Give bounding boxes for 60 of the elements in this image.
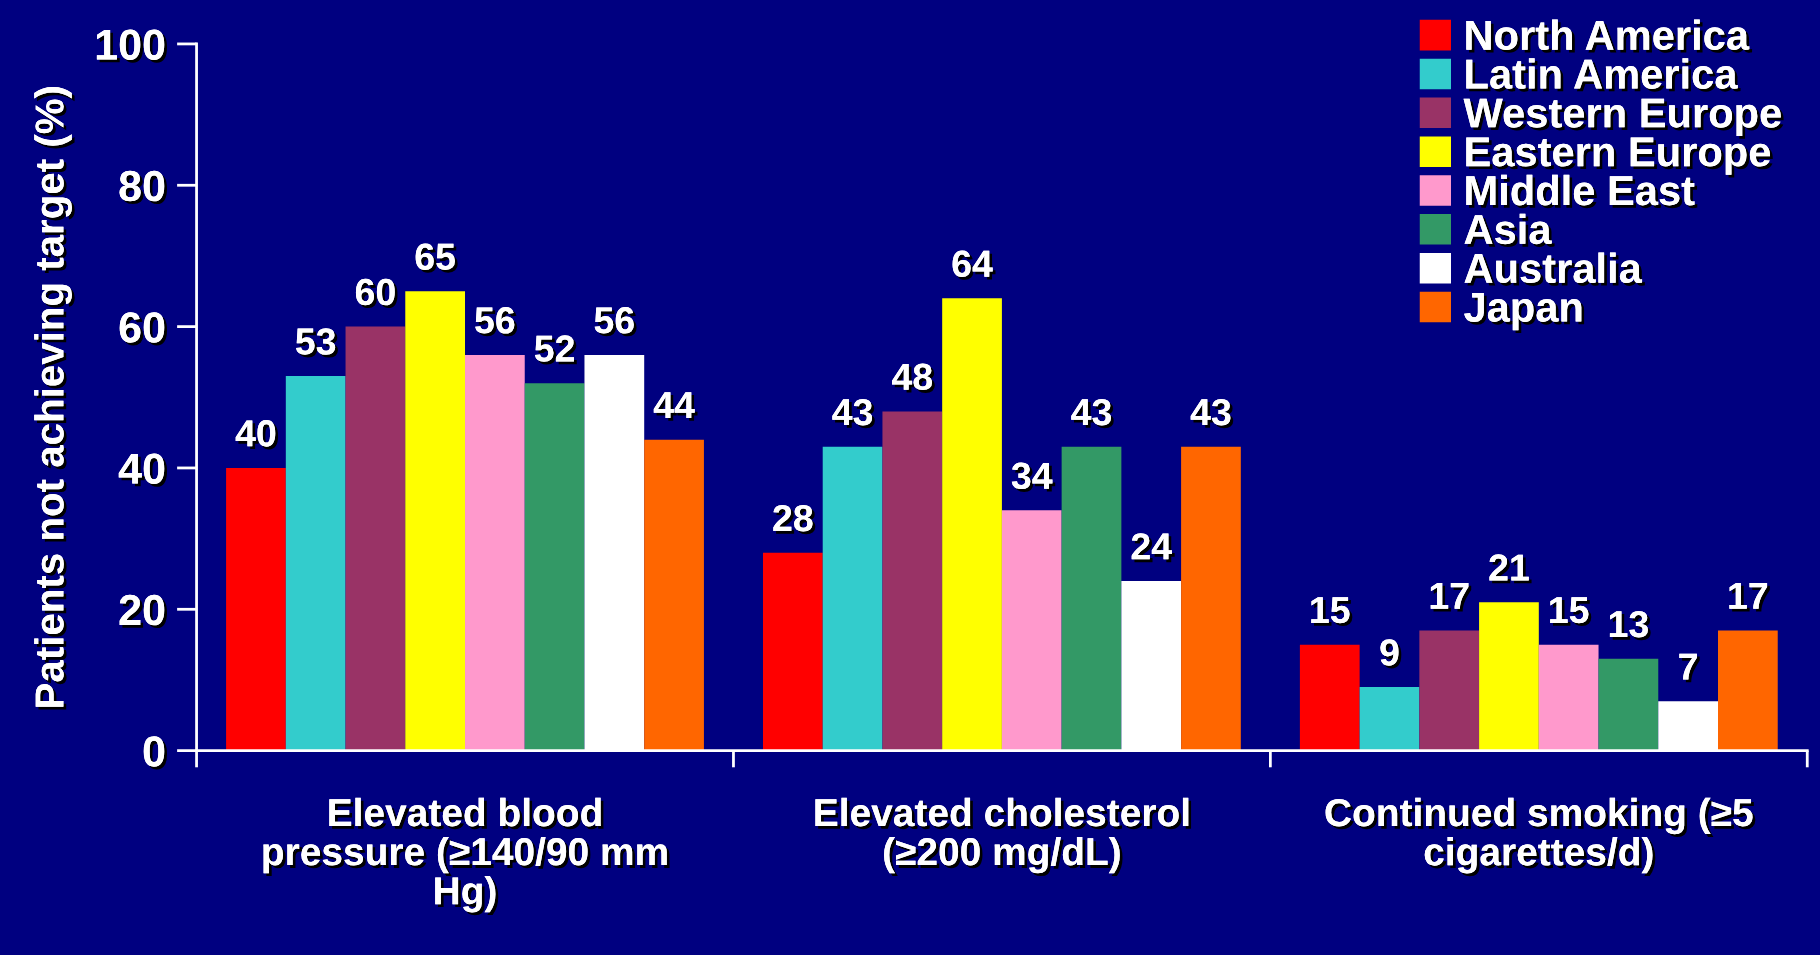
y-tick-label: 40 xyxy=(118,453,168,487)
y-axis-title: Patients not achieving target (%) xyxy=(34,87,75,710)
data-label: 44 xyxy=(653,392,698,421)
bar xyxy=(1419,630,1480,751)
data-label: 15 xyxy=(1311,597,1353,627)
data-label: 28 xyxy=(773,504,816,535)
data-label: 43 xyxy=(1071,398,1114,429)
bar xyxy=(465,354,525,751)
data-label: 24 xyxy=(1131,533,1175,563)
legend-label: Asia xyxy=(1464,213,1555,248)
bar xyxy=(942,298,1002,751)
bar xyxy=(1299,644,1360,751)
data-label: 17 xyxy=(1430,583,1472,612)
data-label: 21 xyxy=(1489,554,1532,584)
data-label: 60 xyxy=(355,278,398,309)
data-label: 56 xyxy=(475,307,518,337)
data-label: 15 xyxy=(1550,597,1592,627)
data-label: 7 xyxy=(1679,653,1700,683)
data-label: 48 xyxy=(892,363,935,393)
legend-label: Latin America xyxy=(1466,58,1741,92)
y-tick-label: 100 xyxy=(96,29,168,63)
legend-label: Australia xyxy=(1464,252,1645,286)
x-tick-label: Elevated cholesterol (≥200 mg/dL) xyxy=(815,797,1192,877)
y-tick-label: 0 xyxy=(143,736,168,770)
legend-label: North America xyxy=(1466,19,1753,53)
data-label: 13 xyxy=(1609,610,1651,641)
data-label: 43 xyxy=(832,398,875,429)
y-tick-label: 60 xyxy=(119,312,168,346)
bar xyxy=(1718,630,1778,751)
data-label: 56 xyxy=(594,307,637,337)
x-tick-label: Elevated blood pressure (≥140/90 mm Hg) xyxy=(263,797,670,916)
data-label: 9 xyxy=(1380,639,1402,669)
x-tick-label: Continued smoking (≥5 cigarettes/d) xyxy=(1325,797,1756,877)
bar xyxy=(1001,510,1062,751)
bar xyxy=(1061,446,1122,751)
data-label: 43 xyxy=(1190,398,1234,429)
bar xyxy=(285,376,346,751)
data-label: 53 xyxy=(295,328,338,358)
bar xyxy=(644,439,704,751)
data-label: 64 xyxy=(952,250,996,280)
y-tick-label: 20 xyxy=(119,594,168,629)
bar xyxy=(405,291,466,751)
bar xyxy=(822,446,883,751)
data-label: 17 xyxy=(1729,583,1770,612)
bar xyxy=(1359,687,1420,751)
bar xyxy=(762,552,823,751)
bar xyxy=(345,326,406,751)
bar xyxy=(1538,644,1599,751)
data-label: 34 xyxy=(1011,462,1056,492)
legend-label: Japan xyxy=(1464,292,1585,333)
bar xyxy=(882,411,943,751)
bar xyxy=(1479,602,1539,751)
data-label: 52 xyxy=(534,335,577,365)
y-tick-label: 80 xyxy=(119,170,168,205)
bar xyxy=(1181,446,1241,751)
data-label: 40 xyxy=(235,420,279,450)
bar xyxy=(226,467,286,751)
data-label: 65 xyxy=(415,243,458,273)
bar xyxy=(1598,658,1659,751)
bar xyxy=(524,383,585,751)
